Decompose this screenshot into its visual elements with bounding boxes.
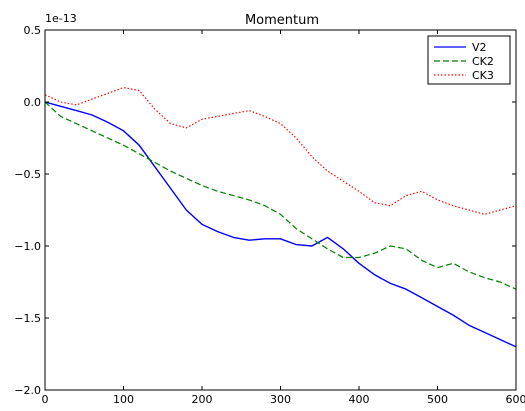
legend-label-v2: V2	[472, 41, 487, 54]
x-tick-label: 200	[192, 393, 213, 406]
y-tick-label: 0.5	[24, 24, 42, 37]
y-offset-label: 1e-13	[45, 12, 77, 25]
x-tick-label: 600	[506, 393, 525, 406]
x-tick-label: 0	[42, 393, 49, 406]
series-line-ck3	[44, 86, 517, 215]
y-tick-label: 0.0	[24, 96, 42, 109]
x-tick-label: 500	[427, 393, 448, 406]
y-tick-label: −1.5	[14, 312, 41, 325]
y-tick-label: −2.0	[14, 384, 41, 397]
x-tick-label: 300	[270, 393, 291, 406]
chart-title: Momentum	[245, 13, 319, 28]
y-tick-label: −1.0	[14, 240, 41, 253]
legend-box	[427, 35, 511, 85]
series-line-ck2	[44, 101, 517, 290]
x-tick-label: 100	[113, 393, 134, 406]
plot-area: 0 100 200 300 400 500 600 0.5 0.0 −0.5 −1.0 −1.5 −2.…	[14, 24, 525, 406]
series-line-v2	[44, 101, 517, 348]
y-tick-label: −0.5	[14, 168, 41, 181]
x-tick-label: 400	[349, 393, 370, 406]
legend-label-ck3: CK3	[472, 69, 494, 82]
legend-label-ck2: CK2	[472, 55, 494, 68]
